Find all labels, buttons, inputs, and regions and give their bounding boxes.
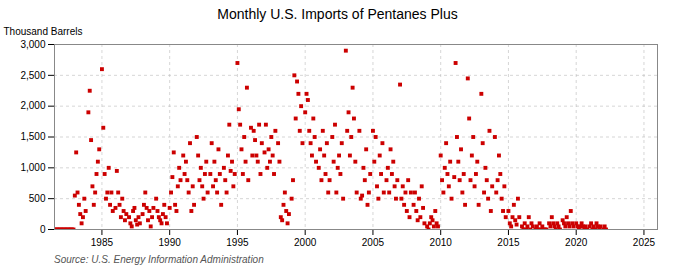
- svg-text:1990: 1990: [159, 237, 182, 248]
- svg-text:2015: 2015: [497, 237, 520, 248]
- svg-text:1995: 1995: [226, 237, 249, 248]
- html-text:Source: U.S. Energy Informatio: Source: U.S. Energy Information Administ…: [54, 254, 264, 265]
- svg-text:Thousand Barrels: Thousand Barrels: [4, 26, 83, 37]
- svg-text:2005: 2005: [362, 237, 385, 248]
- svg-text:3,000: 3,000: [20, 39, 45, 50]
- svg-text:2,000: 2,000: [20, 100, 45, 111]
- svg-text:1985: 1985: [91, 237, 114, 248]
- svg-text:1,000: 1,000: [20, 162, 45, 173]
- svg-text:2020: 2020: [565, 237, 588, 248]
- svg-text:2010: 2010: [430, 237, 453, 248]
- svg-text:0: 0: [40, 224, 46, 235]
- svg-text:2,500: 2,500: [20, 70, 45, 81]
- svg-text:500: 500: [29, 193, 46, 204]
- html-text:Monthly U.S. Imports of Pentan: Monthly U.S. Imports of Pentanes Plus: [217, 6, 458, 22]
- svg-text:2025: 2025: [633, 237, 656, 248]
- svg-text:2000: 2000: [294, 237, 317, 248]
- svg-text:1,500: 1,500: [20, 131, 45, 142]
